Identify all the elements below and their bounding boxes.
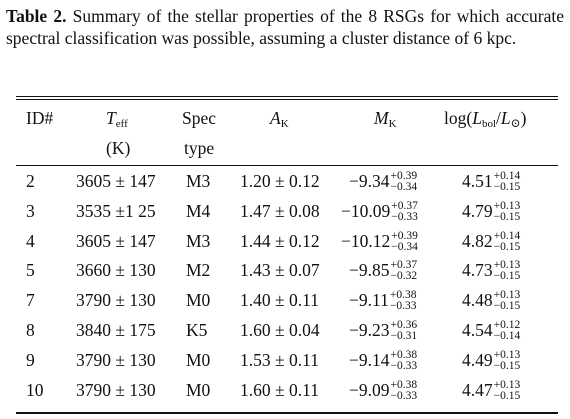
cell-mk: −10.09 +0.37 −0.33 bbox=[341, 199, 418, 223]
header-spec-type: type bbox=[184, 138, 215, 158]
cell-ak: 1.60 ± 0.04 bbox=[240, 320, 320, 340]
cell-ak: 1.47 ± 0.08 bbox=[240, 200, 320, 221]
cell-teff: 3660 ± 130 bbox=[76, 260, 156, 281]
cell-id: 3 bbox=[26, 200, 35, 221]
cell-spec: M3 bbox=[186, 230, 211, 251]
cell-mk: −9.85 +0.37 −0.32 bbox=[349, 259, 418, 283]
cell-luminosity: 4.49 +0.13 −0.15 bbox=[462, 348, 521, 372]
cell-luminosity: 4.47 +0.13 −0.15 bbox=[462, 378, 521, 402]
cell-id: 4 bbox=[26, 230, 35, 251]
cell-luminosity: 4.82 +0.14 −0.15 bbox=[462, 229, 521, 253]
cell-teff: 3605 ± 147 bbox=[76, 171, 156, 191]
cell-ak: 1.40 ± 0.11 bbox=[240, 290, 319, 311]
table-label: Table 2. bbox=[6, 6, 67, 26]
cell-ak: 1.44 ± 0.12 bbox=[240, 230, 320, 251]
cell-mk: −9.23 +0.36 −0.31 bbox=[349, 318, 418, 342]
cell-id: 5 bbox=[26, 260, 35, 281]
cell-mk: −9.09 +0.38 −0.33 bbox=[349, 378, 418, 402]
cell-teff: 3790 ± 130 bbox=[76, 349, 156, 370]
cell-spec: M0 bbox=[186, 349, 211, 370]
header-rule bbox=[16, 165, 558, 166]
cell-spec: K5 bbox=[186, 320, 208, 340]
cell-teff: 3535 ±1 25 bbox=[76, 200, 156, 221]
cell-teff: 3840 ± 175 bbox=[76, 320, 156, 340]
cell-luminosity: 4.73 +0.13 −0.15 bbox=[462, 259, 521, 283]
cell-mk: −9.14 +0.38 −0.33 bbox=[349, 348, 418, 372]
cell-luminosity: 4.51 +0.14 −0.15 bbox=[462, 169, 521, 193]
cell-mk: −10.12 +0.39 −0.34 bbox=[341, 229, 418, 253]
header-teff: Teff bbox=[106, 108, 128, 130]
cell-teff: 3790 ± 130 bbox=[76, 379, 156, 400]
header-id: ID# bbox=[26, 108, 54, 128]
cell-id: 8 bbox=[26, 320, 35, 340]
cell-id: 7 bbox=[26, 290, 35, 311]
cell-ak: 1.43 ± 0.07 bbox=[240, 260, 320, 281]
cell-mk: −9.34 +0.39 −0.34 bbox=[349, 169, 418, 193]
cell-id: 2 bbox=[26, 171, 35, 191]
cell-id: 9 bbox=[26, 349, 35, 370]
top-rule bbox=[16, 96, 558, 97]
cell-teff: 3605 ± 147 bbox=[76, 230, 156, 251]
cell-spec: M0 bbox=[186, 290, 211, 311]
bottom-rule bbox=[16, 412, 558, 414]
caption-text: Summary of the stellar properties of the… bbox=[6, 6, 564, 48]
cell-ak: 1.60 ± 0.11 bbox=[240, 379, 319, 400]
cell-luminosity: 4.48 +0.13 −0.15 bbox=[462, 289, 521, 313]
cell-luminosity: 4.54 +0.12 −0.14 bbox=[462, 318, 521, 342]
header-spec: Spec bbox=[182, 108, 217, 128]
table-caption: Table 2. Summary of the stellar properti… bbox=[6, 6, 564, 49]
cell-teff: 3790 ± 130 bbox=[76, 290, 156, 311]
cell-id: 10 bbox=[26, 379, 44, 400]
cell-spec: M0 bbox=[186, 379, 211, 400]
cell-spec: M2 bbox=[186, 260, 211, 281]
cell-luminosity: 4.79 +0.13 −0.15 bbox=[462, 199, 521, 223]
cell-ak: 1.20 ± 0.12 bbox=[240, 171, 320, 191]
header-mk: MK bbox=[374, 108, 397, 130]
header-ak: AK bbox=[270, 108, 289, 130]
cell-mk: −9.11 +0.38 −0.33 bbox=[349, 289, 417, 313]
cell-ak: 1.53 ± 0.11 bbox=[240, 349, 319, 370]
top-rule-double bbox=[16, 99, 558, 100]
header-luminosity: log(Lbol/L⊙) bbox=[444, 108, 527, 130]
header-teff-unit: (K) bbox=[106, 138, 131, 158]
cell-spec: M4 bbox=[186, 200, 211, 221]
cell-spec: M3 bbox=[186, 171, 211, 191]
